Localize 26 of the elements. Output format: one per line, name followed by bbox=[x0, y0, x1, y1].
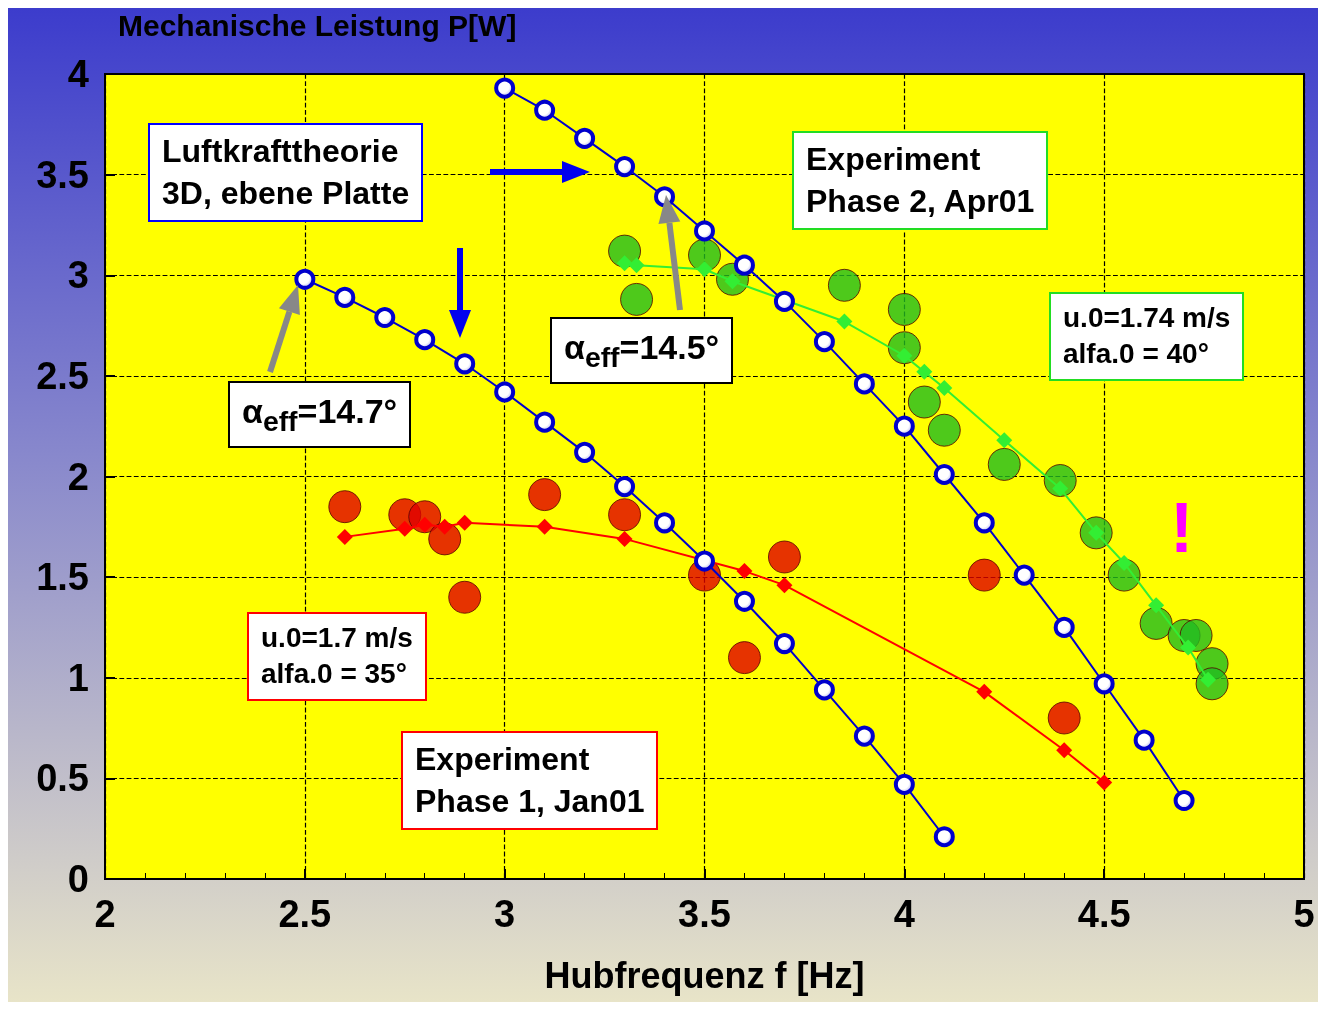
annotation: Experiment Phase 1, Jan01 bbox=[401, 731, 659, 831]
x-tick-label: 3.5 bbox=[678, 893, 731, 935]
annotation: u.0=1.74 m/s alfa.0 = 40° bbox=[1049, 292, 1245, 381]
x-tick-label: 3 bbox=[494, 893, 516, 935]
annotation: Luftkrafttheorie 3D, ebene Platte bbox=[148, 123, 424, 223]
x-tick-label: 2.5 bbox=[278, 893, 332, 935]
x-tick-label: 2 bbox=[94, 893, 116, 935]
y-tick-label: 1 bbox=[67, 656, 89, 699]
y-tick-label: 3.5 bbox=[36, 153, 89, 196]
x-tick-label: 4 bbox=[893, 893, 915, 935]
y-tick-label: 3 bbox=[67, 254, 89, 297]
y-tick-label: 2.5 bbox=[36, 354, 89, 397]
annotation: Experiment Phase 2, Apr01 bbox=[792, 131, 1049, 231]
y-tick-label: 0 bbox=[67, 858, 89, 900]
x-axis-title: Hubfrequenz f [Hz] bbox=[544, 954, 865, 996]
annotation: α$_{eff}$=14.5° bbox=[550, 317, 734, 384]
annotation: u.0=1.7 m/s alfa.0 = 35° bbox=[247, 612, 427, 701]
y-axis-title: Mechanische Leistung P[W] bbox=[118, 8, 517, 42]
y-tick-label: 0.5 bbox=[36, 757, 89, 800]
annotation: α$_{eff}$=14.7° bbox=[228, 381, 412, 448]
y-tick-label: 4 bbox=[67, 53, 89, 95]
annotation: ! bbox=[1170, 488, 1194, 569]
y-tick-label: 2 bbox=[67, 455, 89, 498]
y-tick-label: 1.5 bbox=[36, 556, 89, 599]
x-tick-label: 4.5 bbox=[1077, 893, 1131, 935]
x-tick-label: 5 bbox=[1293, 893, 1315, 935]
